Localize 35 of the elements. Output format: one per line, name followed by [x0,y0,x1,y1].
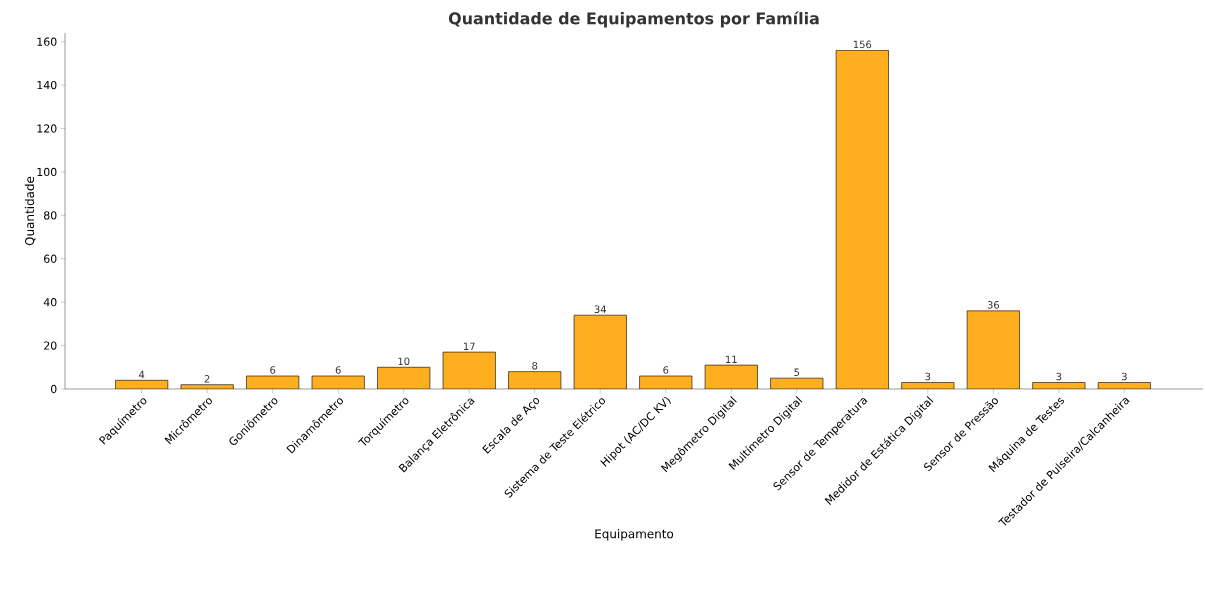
data-label: 6 [270,366,276,374]
data-label: 6 [663,366,669,374]
data-label: 34 [594,305,607,313]
data-label: 6 [335,366,341,374]
y-tick-label: 80 [44,211,57,220]
y-tick-label: 100 [37,167,57,177]
bar [443,352,496,389]
y-tick-label: 60 [44,254,57,263]
data-label: 8 [532,361,538,370]
bar [967,310,1020,389]
data-label: 10 [398,357,410,366]
y-tick-label: 140 [37,80,57,90]
bar [705,365,758,389]
y-axis-title: Quantidade [24,176,36,246]
y-tick-label: 40 [43,298,57,307]
data-label: 4 [138,370,145,379]
data-label: 36 [987,301,1000,309]
bar [836,50,889,389]
y-tick-label: 20 [44,341,57,350]
data-label: 3 [1056,372,1062,381]
data-label: 156 [853,40,872,49]
bar [377,367,430,389]
data-label: 11 [726,355,737,363]
data-label: 17 [463,342,475,350]
y-tick-label: 160 [37,37,57,46]
data-label: 5 [794,368,800,376]
data-label: 3 [925,372,931,381]
x-axis-title: Equipamento [595,529,674,541]
y-tick-label: 0 [50,384,57,394]
data-label: 2 [204,375,210,383]
bar [574,315,627,389]
chart-title: Quantidade de Equipamentos por Família [448,11,819,28]
bar [508,371,561,389]
y-tick-label: 120 [37,124,57,133]
data-label: 3 [1121,372,1127,381]
